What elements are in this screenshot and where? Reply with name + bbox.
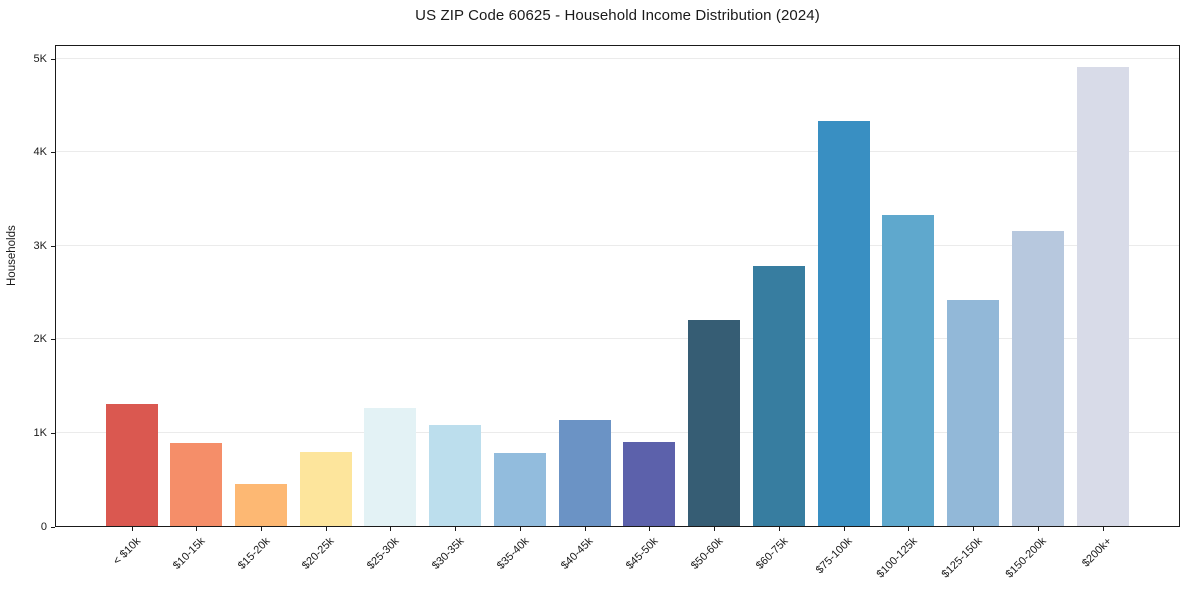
x-tick-mark-$45-50k (649, 527, 651, 531)
bar-$150-200k (1011, 231, 1064, 526)
y-tick-mark-4000 (51, 152, 55, 154)
bar-< $10k (105, 404, 158, 526)
x-tick-label-$25-30k: $25-30k (365, 535, 402, 572)
x-tick-mark-$50-60k (714, 527, 716, 531)
bar-$125-150k (947, 299, 1000, 526)
chart-title: US ZIP Code 60625 - Household Income Dis… (415, 7, 820, 24)
plot-area (55, 45, 1180, 527)
x-tick-mark-$100-125k (908, 527, 910, 531)
y-tick-label-0: 0 (40, 520, 47, 533)
x-tick-mark-$60-75k (778, 527, 780, 531)
x-tick-label-$35-40k: $35-40k (494, 535, 532, 572)
x-tick-label-$40-45k: $40-45k (559, 535, 596, 572)
y-tick-label-2K: 2K (33, 333, 47, 346)
x-tick-label-< $10k: < $10k (110, 535, 143, 568)
bar-$45-50k (623, 441, 676, 526)
bar-$200k+ (1076, 67, 1129, 526)
x-tick-mark-$20-25k (325, 527, 327, 531)
y-tick-label-5K: 5K (33, 52, 47, 65)
y-tick-mark-3000 (51, 245, 55, 247)
x-tick-mark-$10-15k (196, 527, 198, 531)
x-tick-label-$150-200k: $150-200k (1003, 535, 1050, 581)
gridline-y-3000 (56, 244, 1179, 246)
x-tick-mark-$150-200k (1037, 527, 1039, 531)
x-tick-label-$125-150k: $125-150k (939, 535, 985, 581)
bar-$15-20k (234, 483, 287, 526)
bar-$75-100k (817, 121, 870, 526)
x-tick-mark-$25-30k (390, 527, 392, 531)
x-tick-label-$45-50k: $45-50k (624, 535, 661, 572)
x-tick-label-$10-15k: $10-15k (170, 535, 208, 572)
bar-$100-125k (882, 215, 935, 526)
y-tick-mark-1000 (51, 432, 55, 434)
x-tick-mark-$35-40k (519, 527, 521, 531)
x-tick-mark-$200k+ (1102, 527, 1104, 531)
bar-$35-40k (493, 453, 546, 526)
bar-$20-25k (299, 452, 352, 526)
x-tick-label-$30-35k: $30-35k (429, 535, 467, 572)
bar-$40-45k (558, 420, 611, 526)
x-tick-label-$60-75k: $60-75k (753, 535, 791, 572)
gridline-y-2000 (56, 338, 1179, 340)
y-axis-label: Households (6, 225, 18, 286)
gridline-y-5000 (56, 57, 1179, 59)
x-tick-mark-$15-20k (260, 527, 262, 531)
y-tick-mark-5000 (51, 58, 55, 60)
y-tick-mark-2000 (51, 339, 55, 341)
y-tick-label-3K: 3K (33, 239, 47, 252)
x-tick-mark-< $10k (131, 527, 133, 531)
x-tick-label-$75-100k: $75-100k (813, 535, 855, 577)
gridline-y-1000 (56, 431, 1179, 433)
bar-$30-35k (429, 424, 482, 526)
x-tick-label-$15-20k: $15-20k (235, 535, 273, 572)
x-tick-mark-$40-45k (584, 527, 586, 531)
x-tick-mark-$125-150k (973, 527, 975, 531)
y-tick-label-1K: 1K (33, 426, 47, 439)
x-tick-label-$200k+: $200k+ (1079, 535, 1114, 570)
x-tick-label-$100-125k: $100-125k (874, 535, 920, 581)
x-tick-label-$20-25k: $20-25k (300, 535, 337, 572)
bar-$10-15k (170, 443, 223, 526)
y-tick-mark-0 (51, 526, 55, 528)
bar-$60-75k (752, 265, 805, 526)
gridline-y-4000 (56, 151, 1179, 153)
y-tick-label-4K: 4K (33, 146, 47, 159)
x-tick-mark-$30-35k (455, 527, 457, 531)
bar-$50-60k (688, 320, 741, 526)
x-tick-mark-$75-100k (843, 527, 845, 531)
x-tick-label-$50-60k: $50-60k (688, 535, 726, 572)
bar-$25-30k (364, 408, 417, 526)
